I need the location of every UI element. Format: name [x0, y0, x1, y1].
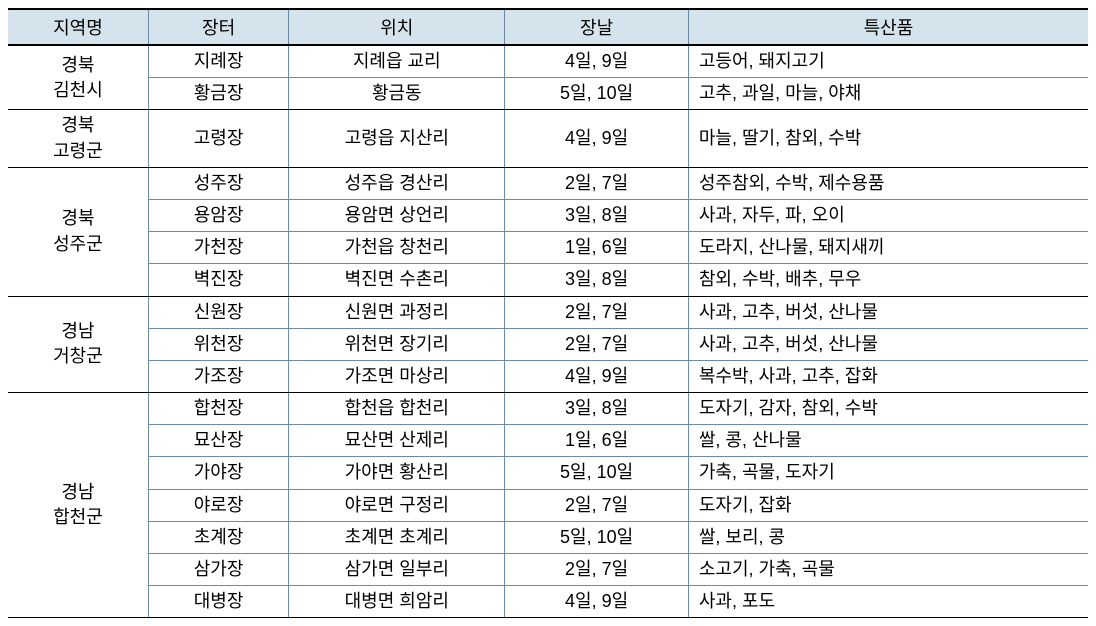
- table-row: 초계장초계면 초계리5일, 10일쌀, 보리, 콩: [8, 521, 1088, 553]
- days-cell: 1일, 6일: [505, 232, 689, 264]
- products-cell: 사과, 자두, 파, 오이: [688, 199, 1088, 231]
- table-row: 황금장황금동5일, 10일고추, 과일, 마늘, 야채: [8, 78, 1088, 110]
- table-row: 경북 김천시지례장지례읍 교리4일, 9일고등어, 돼지고기: [8, 45, 1088, 78]
- region-cell: 경북 김천시: [8, 45, 148, 110]
- header-products: 특산품: [688, 9, 1088, 45]
- location-cell: 성주읍 경산리: [289, 167, 505, 199]
- market-cell: 성주장: [148, 167, 288, 199]
- table-row: 대병장대병면 희암리4일, 9일사과, 포도: [8, 586, 1088, 618]
- table-row: 가천장가천읍 창천리1일, 6일도라지, 산나물, 돼지새끼: [8, 232, 1088, 264]
- market-cell: 가조장: [148, 360, 288, 392]
- header-market: 장터: [148, 9, 288, 45]
- region-cell: 경북 성주군: [8, 167, 148, 296]
- table-row: 경북 고령군고령장고령읍 지산리4일, 9일마늘, 딸기, 참외, 수박: [8, 110, 1088, 167]
- market-cell: 대병장: [148, 586, 288, 618]
- days-cell: 4일, 9일: [505, 45, 689, 78]
- products-cell: 도자기, 잡화: [688, 489, 1088, 521]
- location-cell: 가조면 마상리: [289, 360, 505, 392]
- market-cell: 가야장: [148, 457, 288, 489]
- table-row: 묘산장묘산면 산제리1일, 6일쌀, 콩, 산나물: [8, 425, 1088, 457]
- table-row: 가조장가조면 마상리4일, 9일복수박, 사과, 고추, 잡화: [8, 360, 1088, 392]
- days-cell: 1일, 6일: [505, 425, 689, 457]
- region-cell: 경남 거창군: [8, 296, 148, 393]
- days-cell: 4일, 9일: [505, 586, 689, 618]
- location-cell: 초계면 초계리: [289, 521, 505, 553]
- region-cell: 경남 합천군: [8, 393, 148, 618]
- table-header: 지역명 장터 위치 장날 특산품: [8, 9, 1088, 45]
- products-cell: 사과, 고추, 버섯, 산나물: [688, 296, 1088, 328]
- market-cell: 합천장: [148, 393, 288, 425]
- days-cell: 3일, 8일: [505, 264, 689, 296]
- market-cell: 가천장: [148, 232, 288, 264]
- days-cell: 5일, 10일: [505, 521, 689, 553]
- location-cell: 가야면 황산리: [289, 457, 505, 489]
- products-cell: 고추, 과일, 마늘, 야채: [688, 78, 1088, 110]
- market-cell: 삼가장: [148, 554, 288, 586]
- days-cell: 2일, 7일: [505, 296, 689, 328]
- products-cell: 참외, 수박, 배추, 무우: [688, 264, 1088, 296]
- location-cell: 황금동: [289, 78, 505, 110]
- days-cell: 5일, 10일: [505, 78, 689, 110]
- market-cell: 위천장: [148, 328, 288, 360]
- market-cell: 묘산장: [148, 425, 288, 457]
- days-cell: 2일, 7일: [505, 167, 689, 199]
- days-cell: 2일, 7일: [505, 328, 689, 360]
- market-cell: 야로장: [148, 489, 288, 521]
- products-cell: 쌀, 보리, 콩: [688, 521, 1088, 553]
- market-cell: 신원장: [148, 296, 288, 328]
- days-cell: 5일, 10일: [505, 457, 689, 489]
- header-days: 장날: [505, 9, 689, 45]
- market-cell: 초계장: [148, 521, 288, 553]
- header-region: 지역명: [8, 9, 148, 45]
- products-cell: 가축, 곡물, 도자기: [688, 457, 1088, 489]
- table-row: 경남 거창군신원장신원면 과정리2일, 7일사과, 고추, 버섯, 산나물: [8, 296, 1088, 328]
- location-cell: 고령읍 지산리: [289, 110, 505, 167]
- table-row: 삼가장삼가면 일부리2일, 7일소고기, 가축, 곡물: [8, 554, 1088, 586]
- products-cell: 고등어, 돼지고기: [688, 45, 1088, 78]
- location-cell: 벽진면 수촌리: [289, 264, 505, 296]
- days-cell: 2일, 7일: [505, 489, 689, 521]
- products-cell: 도라지, 산나물, 돼지새끼: [688, 232, 1088, 264]
- days-cell: 2일, 7일: [505, 554, 689, 586]
- location-cell: 야로면 구정리: [289, 489, 505, 521]
- table-row: 벽진장벽진면 수촌리3일, 8일참외, 수박, 배추, 무우: [8, 264, 1088, 296]
- location-cell: 가천읍 창천리: [289, 232, 505, 264]
- products-cell: 소고기, 가축, 곡물: [688, 554, 1088, 586]
- table-row: 경북 성주군성주장성주읍 경산리2일, 7일성주참외, 수박, 제수용품: [8, 167, 1088, 199]
- table-row: 경남 합천군합천장합천읍 합천리3일, 8일도자기, 감자, 참외, 수박: [8, 393, 1088, 425]
- products-cell: 쌀, 콩, 산나물: [688, 425, 1088, 457]
- location-cell: 위천면 장기리: [289, 328, 505, 360]
- table-row: 용암장용암면 상언리3일, 8일사과, 자두, 파, 오이: [8, 199, 1088, 231]
- location-cell: 지례읍 교리: [289, 45, 505, 78]
- products-cell: 성주참외, 수박, 제수용품: [688, 167, 1088, 199]
- location-cell: 묘산면 산제리: [289, 425, 505, 457]
- products-cell: 복수박, 사과, 고추, 잡화: [688, 360, 1088, 392]
- products-cell: 도자기, 감자, 참외, 수박: [688, 393, 1088, 425]
- products-cell: 마늘, 딸기, 참외, 수박: [688, 110, 1088, 167]
- days-cell: 4일, 9일: [505, 360, 689, 392]
- market-cell: 용암장: [148, 199, 288, 231]
- market-cell: 고령장: [148, 110, 288, 167]
- table-row: 가야장가야면 황산리5일, 10일가축, 곡물, 도자기: [8, 457, 1088, 489]
- location-cell: 대병면 희암리: [289, 586, 505, 618]
- products-cell: 사과, 고추, 버섯, 산나물: [688, 328, 1088, 360]
- market-cell: 지례장: [148, 45, 288, 78]
- days-cell: 3일, 8일: [505, 199, 689, 231]
- markets-table: 지역명 장터 위치 장날 특산품 경북 김천시지례장지례읍 교리4일, 9일고등…: [8, 8, 1088, 618]
- header-location: 위치: [289, 9, 505, 45]
- market-cell: 벽진장: [148, 264, 288, 296]
- region-cell: 경북 고령군: [8, 110, 148, 167]
- location-cell: 삼가면 일부리: [289, 554, 505, 586]
- table-body: 경북 김천시지례장지례읍 교리4일, 9일고등어, 돼지고기황금장황금동5일, …: [8, 45, 1088, 618]
- location-cell: 용암면 상언리: [289, 199, 505, 231]
- market-cell: 황금장: [148, 78, 288, 110]
- days-cell: 4일, 9일: [505, 110, 689, 167]
- location-cell: 합천읍 합천리: [289, 393, 505, 425]
- products-cell: 사과, 포도: [688, 586, 1088, 618]
- location-cell: 신원면 과정리: [289, 296, 505, 328]
- table-row: 위천장위천면 장기리2일, 7일사과, 고추, 버섯, 산나물: [8, 328, 1088, 360]
- table-row: 야로장야로면 구정리2일, 7일도자기, 잡화: [8, 489, 1088, 521]
- days-cell: 3일, 8일: [505, 393, 689, 425]
